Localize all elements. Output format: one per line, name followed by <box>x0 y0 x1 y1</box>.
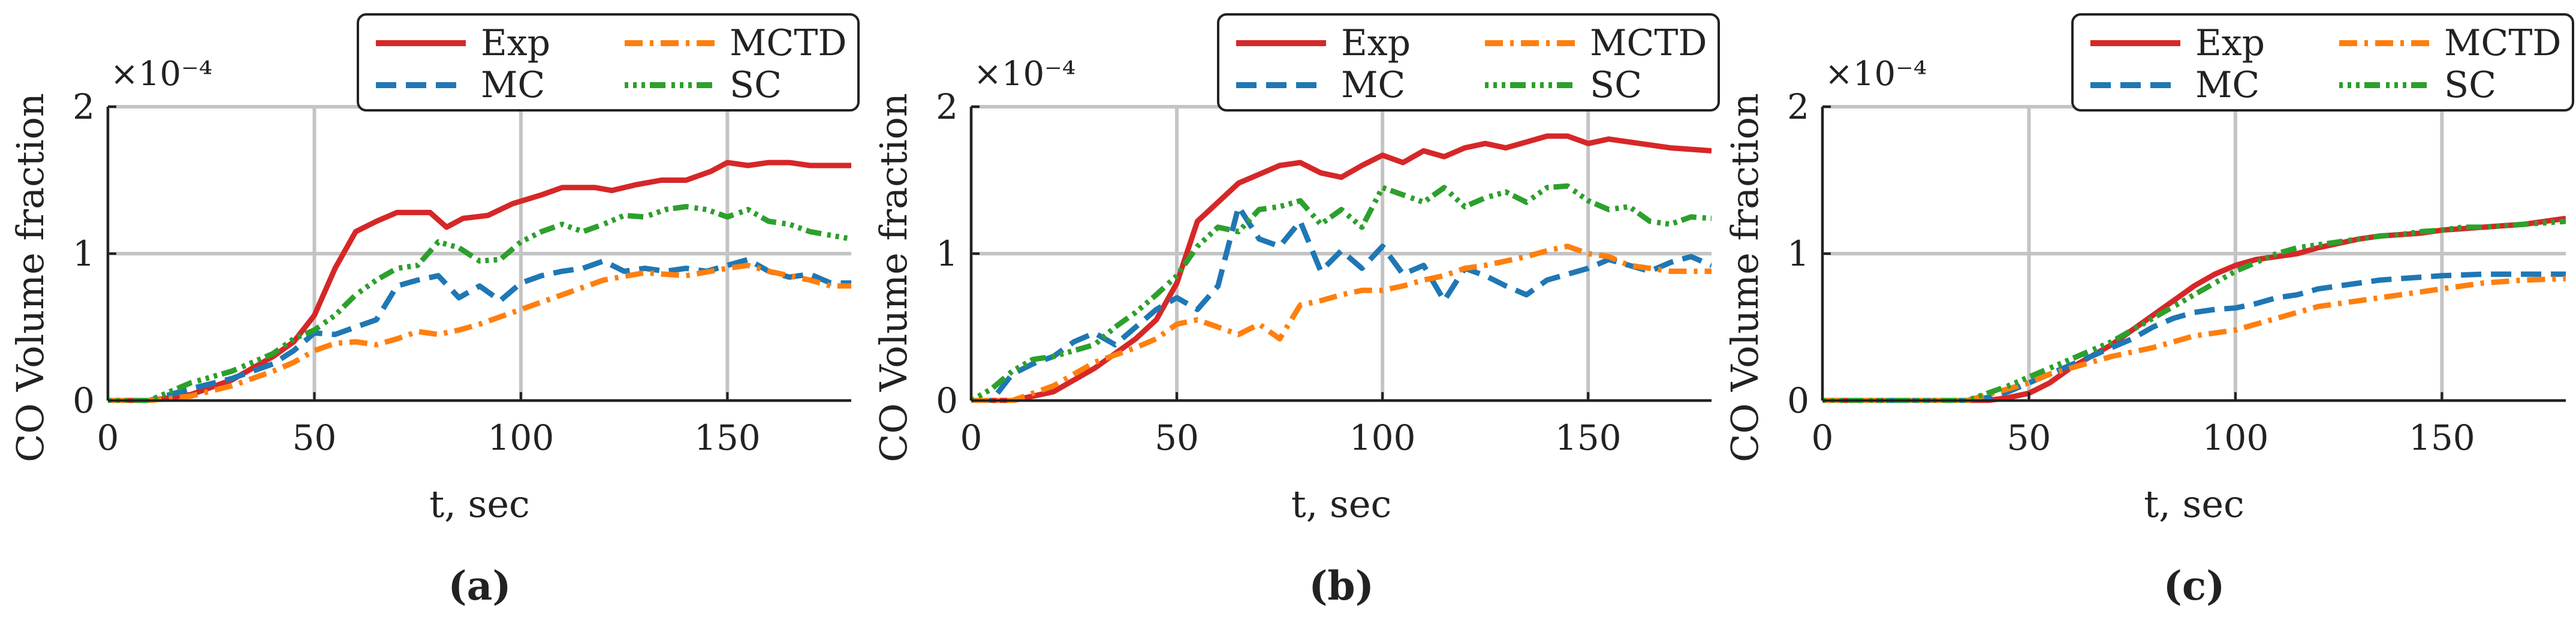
x-tick-label: 0 <box>960 417 983 458</box>
chart-panel-1: 0 50 100 150 0 1 2 ×10⁻⁴ t, sec CO Volume fractio… <box>8 13 860 609</box>
legend-box <box>357 13 860 112</box>
legend-label: MCTD <box>2444 22 2561 64</box>
legend-label: Exp <box>481 22 550 64</box>
legend-entry-mctd: MCTD <box>625 22 846 64</box>
x-tick-label: 100 <box>1349 417 1416 458</box>
chart-panel-2: 0 50 100 150 0 1 2 ×10⁻⁴ t, sec CO Volume fractio… <box>872 13 1720 609</box>
x-axis-label: t, sec <box>2144 482 2244 526</box>
x-tick-label: 50 <box>1155 417 1199 458</box>
series-line-exp <box>1822 215 2566 403</box>
x-tick-label: 150 <box>694 417 761 458</box>
legend-entry-mctd: MCTD <box>2339 22 2561 64</box>
panel-label: (c) <box>2164 562 2225 609</box>
chart-panel-3: 0 50 100 150 0 1 2 ×10⁻⁴ t, sec CO Volume fractio… <box>1723 13 2574 609</box>
legend-entry-exp: Exp <box>376 22 550 64</box>
legend-label: MC <box>1341 64 1405 106</box>
x-tick-label: 150 <box>2409 417 2475 458</box>
series-line-mctd <box>1822 276 2566 403</box>
series-line-mc <box>1822 271 2566 403</box>
series-line-mctd <box>108 263 851 403</box>
legend-label: Exp <box>1341 22 1411 64</box>
legend: Exp MCTD MC SC <box>2071 13 2574 112</box>
y-tick-label: 0 <box>1787 380 1809 421</box>
y-multiplier: ×10⁻⁴ <box>1825 55 1927 94</box>
legend-entry-mc: MC <box>1236 64 1405 106</box>
y-multiplier: ×10⁻⁴ <box>974 55 1075 94</box>
y-axis-label: CO Volume fraction <box>8 93 52 462</box>
y-multiplier: ×10⁻⁴ <box>110 55 212 94</box>
panel-label: (b) <box>1309 562 1374 609</box>
x-axis-label: t, sec <box>1291 482 1392 526</box>
x-tick-label: 0 <box>1812 417 1834 458</box>
legend-entry-sc: SC <box>2339 64 2496 106</box>
panel-label: (a) <box>448 562 511 609</box>
series-line-mc <box>108 257 851 403</box>
legend-entry-exp: Exp <box>1236 22 1411 64</box>
legend-label: SC <box>2444 64 2496 106</box>
y-tick-label: 1 <box>936 233 958 274</box>
x-tick-label: 50 <box>2007 417 2051 458</box>
legend-label: MC <box>2195 64 2259 106</box>
legend-label: SC <box>730 64 782 106</box>
y-axis-label: CO Volume fraction <box>872 93 915 462</box>
y-tick-label: 0 <box>73 380 95 421</box>
series-line-sc <box>1822 218 2566 403</box>
y-tick-label: 1 <box>1787 233 1809 274</box>
x-tick-label: 0 <box>97 417 119 458</box>
y-axis-label: CO Volume fraction <box>1723 93 1767 462</box>
legend-label: Exp <box>2195 22 2265 64</box>
series-line-sc <box>971 183 1712 403</box>
legend-label: MC <box>481 64 545 106</box>
legend-entry-mc: MC <box>376 64 545 106</box>
y-tick-label: 2 <box>936 86 958 127</box>
x-tick-label: 50 <box>293 417 337 458</box>
x-tick-label: 150 <box>1555 417 1622 458</box>
y-tick-label: 0 <box>936 380 958 421</box>
legend-box <box>2071 13 2574 112</box>
series-line-exp <box>971 133 1712 403</box>
legend-entry-sc: SC <box>625 64 782 106</box>
legend-entry-mc: MC <box>2090 64 2259 106</box>
series-line-exp <box>108 159 851 403</box>
x-tick-label: 100 <box>488 417 555 458</box>
legend: Exp MCTD MC SC <box>1217 13 1720 112</box>
legend-label: SC <box>1590 64 1642 106</box>
legend-box <box>1217 13 1720 112</box>
legend-entry-exp: Exp <box>2090 22 2265 64</box>
y-tick-label: 1 <box>73 233 95 274</box>
legend-label: MCTD <box>1590 22 1707 64</box>
series-line-mc <box>971 204 1712 403</box>
legend-entry-sc: SC <box>1485 64 1642 106</box>
y-tick-label: 2 <box>73 86 95 127</box>
series-line-sc <box>108 204 851 403</box>
legend-entry-mctd: MCTD <box>1485 22 1707 64</box>
x-tick-label: 100 <box>2203 417 2269 458</box>
legend: Exp MCTD MC SC <box>357 13 860 112</box>
y-tick-label: 2 <box>1787 86 1809 127</box>
x-axis-label: t, sec <box>429 482 530 526</box>
legend-label: MCTD <box>730 22 846 64</box>
